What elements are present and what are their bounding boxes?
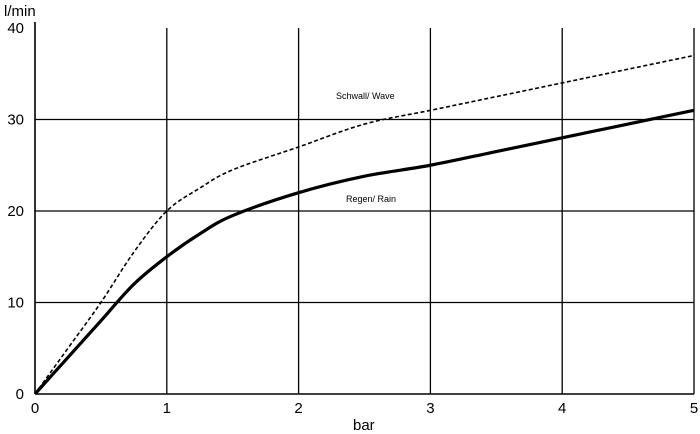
y-tick-label: 30	[7, 112, 24, 129]
axes	[34, 22, 694, 395]
x-tick-label: 4	[558, 400, 566, 417]
series-line-rain	[33, 108, 695, 396]
x-tick-label: 1	[163, 400, 171, 417]
series-label-rain: Regen/ Rain	[346, 194, 396, 204]
y-tick-label: 0	[16, 386, 24, 403]
series-label-wave: Schwall/ Wave	[336, 91, 395, 101]
series-line-wave	[34, 54, 695, 395]
x-tick-label: 5	[690, 400, 698, 417]
y-axis-label: l/min	[4, 3, 36, 20]
x-tick-label: 3	[426, 400, 434, 417]
y-tick-label: 20	[7, 203, 24, 220]
x-tick-label: 2	[294, 400, 302, 417]
grid-lines	[35, 28, 695, 394]
y-tick-label: 40	[7, 20, 24, 37]
series-lines	[33, 54, 695, 396]
x-axis-label: bar	[353, 417, 375, 434]
y-tick-label: 10	[7, 295, 24, 312]
tick-labels: 0 1 2 3 4 5 0 10 20 30 40	[7, 20, 698, 417]
x-tick-label: 0	[31, 400, 39, 417]
